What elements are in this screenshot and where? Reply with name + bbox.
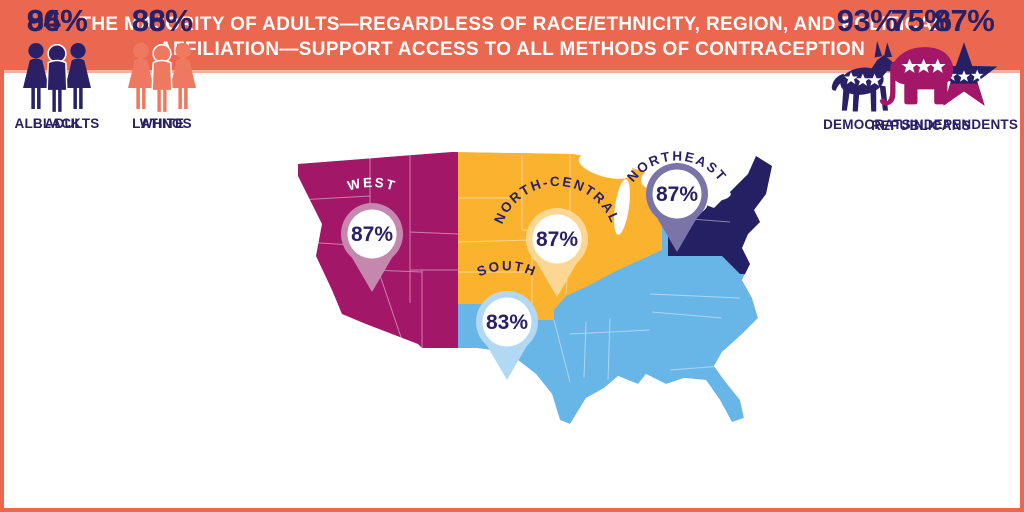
us-region-map: 87% WEST 87% NORTH-CENTRAL 83% SOUTH 87% (298, 148, 772, 424)
pin-bubble (652, 169, 702, 219)
stat-white: 86% WHITE (108, 4, 216, 131)
stat-label: WHITE (139, 116, 185, 131)
stat-latinos: 88% LATINOS (108, 4, 216, 131)
pin-bubble (532, 214, 582, 264)
stat-label: ALL ADULTS (14, 116, 100, 131)
map-pin-west: 87% WEST (341, 175, 403, 292)
stat-independents: 87% INDEPENDENTS (906, 3, 1020, 132)
stat-value: 94% (26, 3, 88, 38)
stat-label: INDEPENDENTS (909, 117, 1019, 132)
header-title-line1: THE MAJORITY OF ADULTS—REGARDLESS OF RAC… (79, 13, 945, 35)
stat-value: 86% (26, 3, 88, 38)
stat-value: 86% (131, 3, 193, 38)
stat-value: 93% (836, 3, 898, 38)
region-label: WEST (346, 175, 398, 194)
stat-value: 87% (933, 3, 995, 38)
map-pin-south: 83% SOUTH (475, 258, 539, 380)
stat-label: REPUBLICANS (871, 118, 971, 133)
region-value: 87% (351, 223, 393, 246)
region-label: SOUTH (475, 258, 539, 279)
header-title-line2: AFFILIATION—SUPPORT ACCESS TO ALL METHOD… (158, 38, 866, 60)
donkey-icon (831, 40, 900, 112)
pin-bubble (347, 209, 397, 259)
region-value: 87% (656, 183, 698, 206)
stat-value: 75% (890, 3, 952, 38)
pin-bubble (482, 297, 532, 347)
stat-label: BLACK (32, 116, 82, 131)
region-value: 87% (536, 228, 578, 251)
stat-black: 94% BLACK (4, 4, 110, 131)
stat-value: 88% (131, 3, 193, 38)
people-group-icon (14, 40, 100, 113)
stat-label: LATINOS (132, 116, 192, 131)
header-banner: THE MAJORITY OF ADULTS—REGARDLESS OF RAC… (4, 4, 1020, 73)
region-value: 83% (486, 311, 528, 334)
stat-label: DEMOCRATS (823, 117, 911, 132)
people-group-icon (119, 40, 205, 113)
elephant-icon (879, 47, 954, 106)
stat-democrats: 93% DEMOCRATS (806, 4, 928, 132)
stat-republicans: 75% REPUBLICANS (859, 4, 983, 133)
stat-all-adults: 86% ALL ADULTS (4, 4, 110, 131)
